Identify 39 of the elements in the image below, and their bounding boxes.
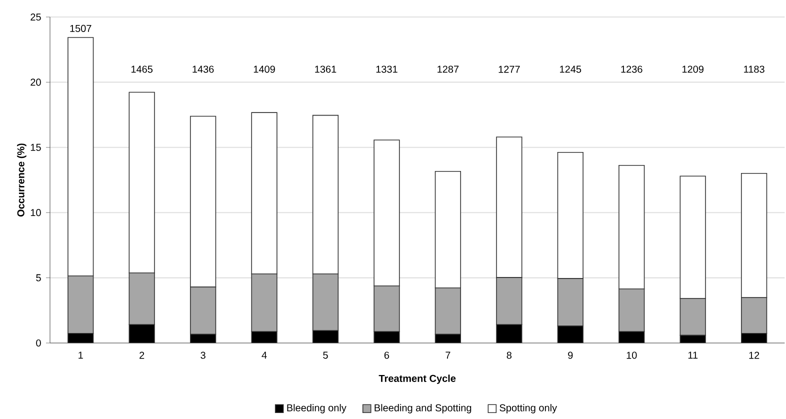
x-tick-label: 10 xyxy=(626,352,637,359)
annotation: 1245 xyxy=(560,66,582,73)
annotation: 1465 xyxy=(131,66,153,73)
annotation: 1507 xyxy=(70,24,92,32)
annotation: 1287 xyxy=(438,66,459,73)
x-tick-label: 3 xyxy=(200,352,206,359)
bar xyxy=(312,330,338,343)
x-tick-label: 4 xyxy=(262,352,267,359)
y-tick-label: 0 xyxy=(36,339,41,347)
annotation: 1183 xyxy=(744,66,764,73)
bar xyxy=(128,324,155,343)
annotation: 1436 xyxy=(192,66,214,73)
x-tick-label: 2 xyxy=(140,352,144,359)
x-tick-label: 1 xyxy=(78,352,83,359)
annotation: 1331 xyxy=(376,66,398,73)
x-tick-label: 6 xyxy=(384,352,390,359)
annotation: 1409 xyxy=(254,66,275,73)
x-tick-label: 12 xyxy=(749,352,760,359)
x-tick-label: 7 xyxy=(446,352,450,359)
bar xyxy=(557,326,584,343)
annotation: 1236 xyxy=(621,66,642,73)
legend-label: Bleeding and Spotting xyxy=(374,404,472,414)
y-tick-label: 10 xyxy=(30,209,41,216)
x-tick-label: 9 xyxy=(568,352,573,359)
y-tick-label: 15 xyxy=(30,144,41,151)
x-tick-label: 8 xyxy=(506,352,512,359)
y-tick-label: 5 xyxy=(36,274,41,282)
legend-label: Spotting only xyxy=(500,404,558,414)
legend-label: Bleeding only xyxy=(287,404,346,414)
bar xyxy=(496,324,522,343)
x-tick-label: 11 xyxy=(688,352,698,359)
annotation: 1361 xyxy=(315,66,336,73)
y-tick-label: 25 xyxy=(30,13,41,21)
x-axis-title: Treatment Cycle xyxy=(378,374,456,384)
y-axis-title: Occurrence (%) xyxy=(17,144,26,217)
annotation: 1277 xyxy=(498,66,520,73)
annotation: 1209 xyxy=(682,66,704,73)
x-tick-label: 5 xyxy=(323,352,328,359)
y-tick-label: 20 xyxy=(30,78,41,86)
